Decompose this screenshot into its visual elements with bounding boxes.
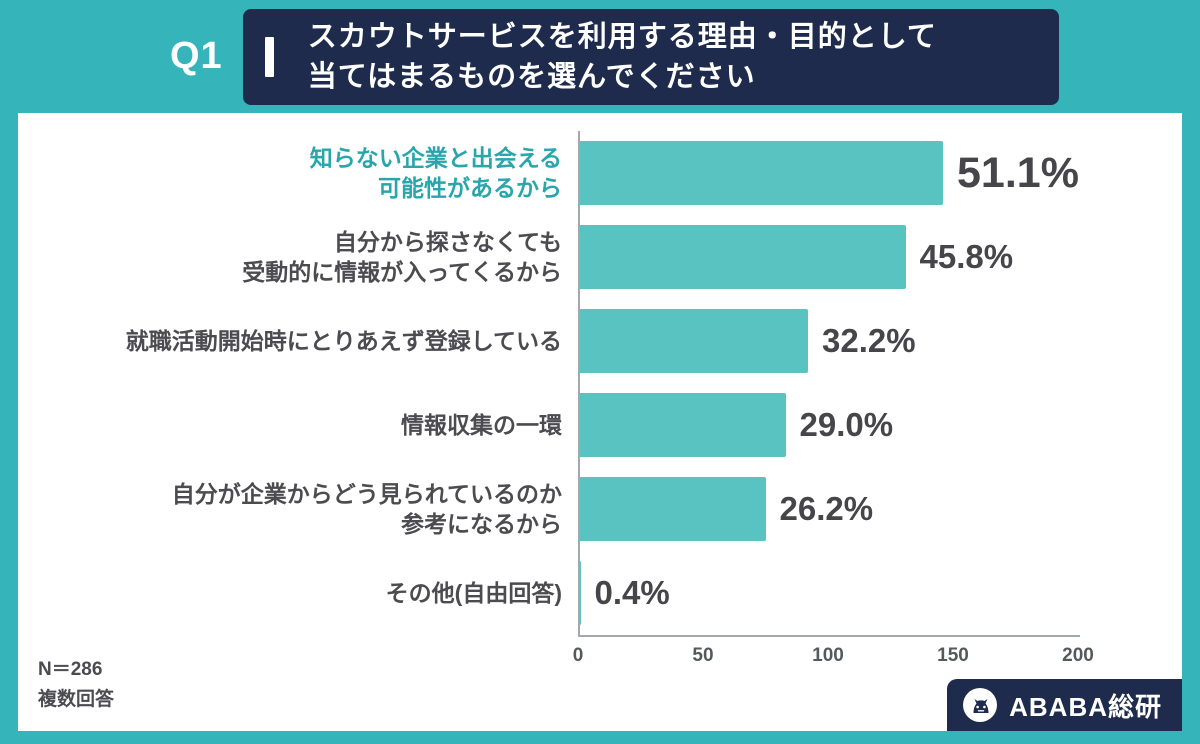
brand-name: ABABA総研 — [1009, 691, 1162, 722]
chart-row: 知らない企業と出会える 可能性があるから 51.1% — [18, 131, 1182, 215]
title-accent-bar — [264, 36, 274, 77]
bar — [578, 477, 766, 541]
chart-card: 知らない企業と出会える 可能性があるから 51.1% 自分から探さなくても 受動… — [18, 113, 1182, 731]
category-label: 自分が企業からどう見られているのか 参考になるから — [171, 481, 562, 537]
brand-badge: ABABA総研 — [947, 679, 1182, 731]
tick-label: 200 — [1062, 645, 1094, 666]
title-box: スカウトサービスを利用する理由・目的として 当てはまるものを選んでください — [242, 8, 1059, 105]
tick-label: 100 — [812, 645, 844, 666]
bar-track: 45.8% — [578, 225, 1138, 289]
ababa-logo-icon — [961, 686, 999, 724]
x-axis-line — [578, 635, 1080, 637]
sample-size: N＝286 — [38, 659, 103, 680]
header: Q1 スカウトサービスを利用する理由・目的として 当てはまるものを選んでください — [0, 0, 1200, 113]
chart-row: 情報収集の一環 29.0% — [18, 383, 1182, 467]
percent-label: 29.0% — [799, 406, 894, 443]
bar — [578, 141, 943, 205]
bar-track: 29.0% — [578, 393, 1138, 457]
bar — [578, 309, 808, 373]
bar — [578, 225, 906, 289]
bar-track: 26.2% — [578, 477, 1138, 541]
percent-label: 0.4% — [594, 574, 670, 611]
chart-row: 就職活動開始時にとりあえず登録している 32.2% — [18, 299, 1182, 383]
answer-type: 複数回答 — [38, 689, 115, 710]
chart-row: 自分が企業からどう見られているのか 参考になるから 26.2% — [18, 467, 1182, 551]
chart-row: その他(自由回答) 0.4% — [18, 551, 1182, 635]
percent-label: 26.2% — [779, 490, 874, 527]
percent-label: 51.1% — [957, 148, 1079, 197]
tick-label: 50 — [692, 645, 714, 666]
bar-chart: 知らない企業と出会える 可能性があるから 51.1% 自分から探さなくても 受動… — [18, 131, 1182, 691]
category-label: その他(自由回答) — [385, 580, 562, 606]
percent-label: 32.2% — [822, 322, 916, 359]
question-number: Q1 — [170, 35, 223, 77]
category-label: 情報収集の一環 — [401, 412, 562, 438]
bar-track: 51.1% — [578, 141, 1138, 205]
page-title: スカウトサービスを利用する理由・目的として 当てはまるものを選んでください — [307, 20, 937, 93]
category-label: 知らない企業と出会える 可能性があるから — [309, 145, 562, 201]
category-label: 就職活動開始時にとりあえず登録している — [125, 328, 562, 354]
percent-label: 45.8% — [919, 238, 1014, 275]
bar — [578, 393, 786, 457]
tick-label: 150 — [937, 645, 969, 666]
chart-row: 自分から探さなくても 受動的に情報が入ってくるから 45.8% — [18, 215, 1182, 299]
bar-track: 32.2% — [578, 309, 1138, 373]
x-axis-ticks: 0 50 100 150 200 — [573, 645, 1094, 671]
y-axis-line — [578, 131, 580, 635]
category-label: 自分から探さなくても 受動的に情報が入ってくるから — [242, 229, 562, 285]
sample-note: N＝286 複数回答 — [38, 655, 114, 715]
bar-track: 0.4% — [578, 561, 1138, 625]
tick-label: 0 — [572, 645, 584, 666]
